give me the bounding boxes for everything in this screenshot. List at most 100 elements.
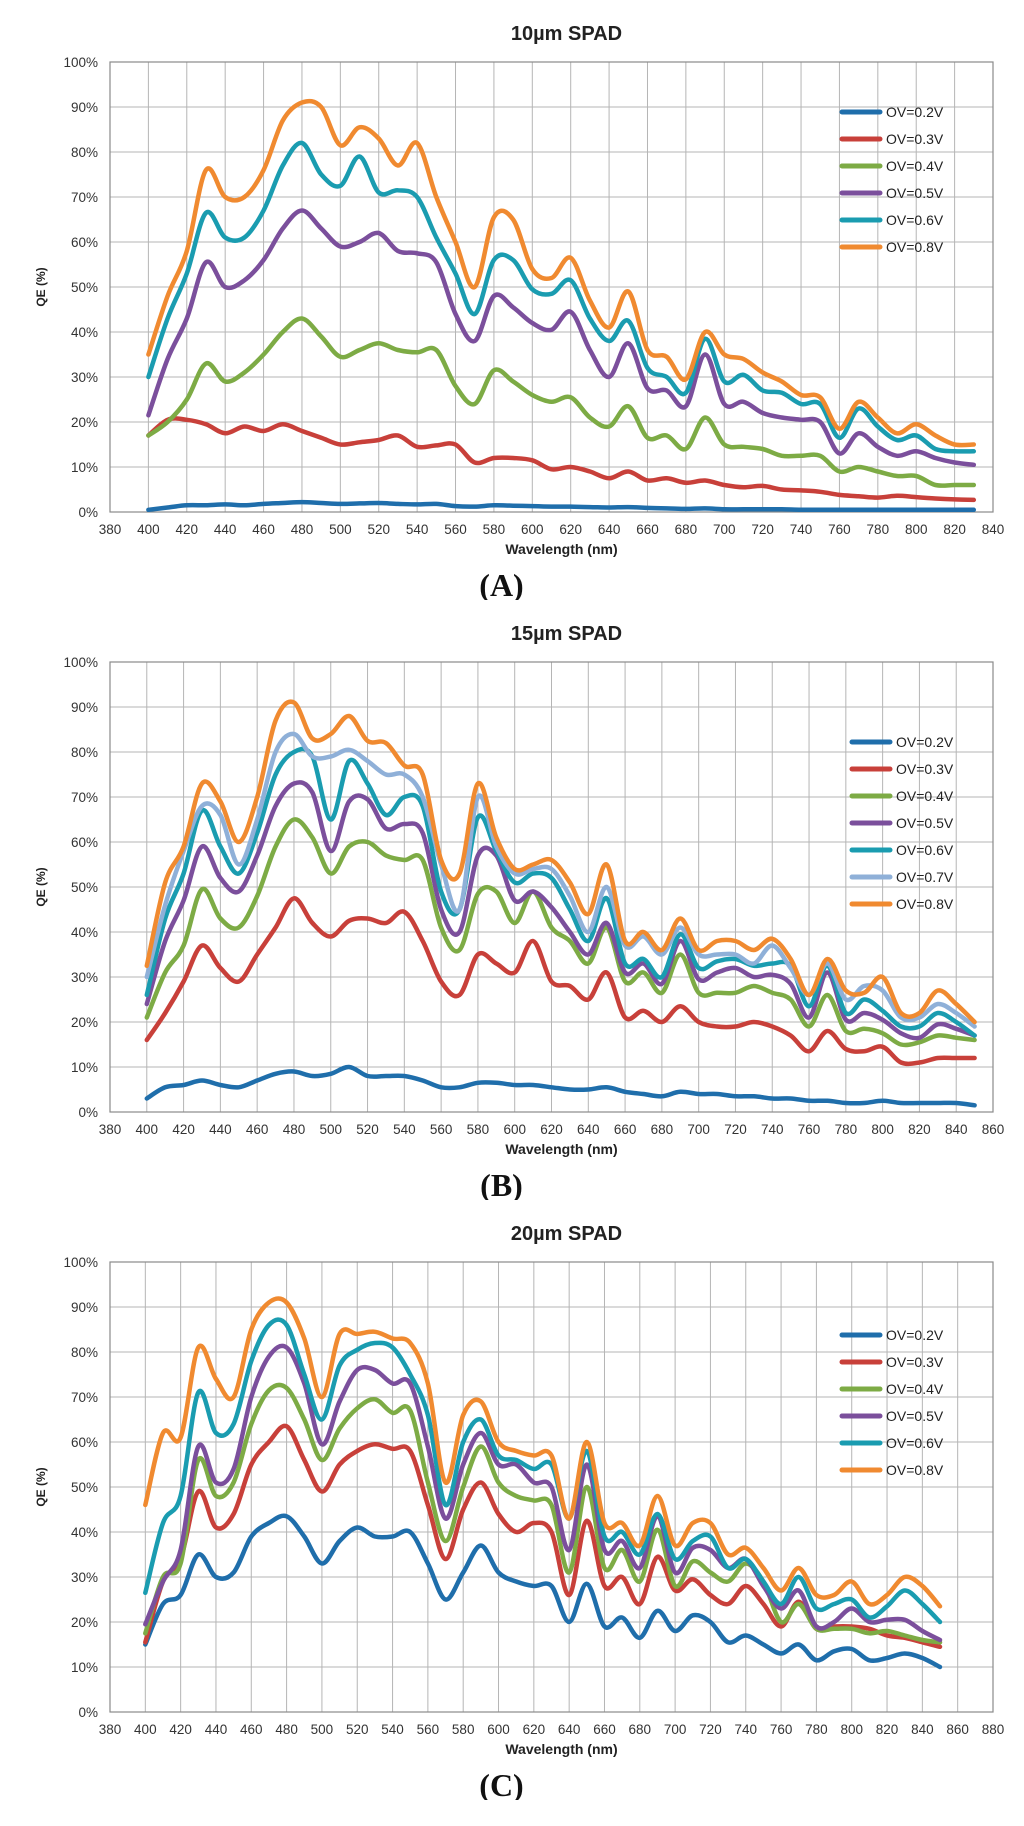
- chart-panel-1: 10µm SPAD 380 400 420 440 460 480 500 520 540 560 5…: [34, 23, 1005, 600]
- x-tick-label: 700: [687, 1122, 710, 1137]
- x-tick-label: 440: [205, 1722, 228, 1737]
- y-tick-label: 90%: [71, 700, 98, 715]
- y-tick-label: 40%: [71, 1525, 98, 1540]
- y-tick-label: 0%: [78, 1705, 98, 1720]
- x-tick-label: 820: [908, 1122, 931, 1137]
- x-tick-label: 560: [444, 522, 467, 537]
- y-tick-label: 50%: [71, 280, 98, 295]
- x-tick-label: 540: [406, 522, 429, 537]
- x-tick-label: 740: [734, 1722, 757, 1737]
- y-tick-label: 30%: [71, 370, 98, 385]
- x-axis-label: Wavelength (nm): [505, 1741, 617, 1757]
- x-tick-label: 840: [911, 1722, 934, 1737]
- series-line-06: [146, 140, 977, 454]
- plot-area: [109, 61, 994, 513]
- chart-title: 15µm SPAD: [511, 623, 622, 645]
- series-group: [144, 699, 977, 1108]
- x-tick-label: 820: [876, 1722, 899, 1737]
- x-tick-label: 420: [172, 1122, 195, 1137]
- series-line-08: [144, 699, 977, 1025]
- x-tick-label: 640: [577, 1122, 600, 1137]
- x-tick-label: 680: [629, 1722, 652, 1737]
- legend-label: OV=0.2V: [886, 1327, 944, 1343]
- y-tick-label: 100%: [63, 55, 98, 70]
- y-tick-label: 70%: [71, 790, 98, 805]
- y-tick-label: 20%: [71, 1615, 98, 1630]
- x-tick-label: 820: [943, 522, 966, 537]
- y-tick-label: 80%: [71, 1345, 98, 1360]
- legend: OV=0.2V OV=0.3V OV=0.4V OV=0.5V OV=0.6V OV=0.…: [849, 734, 954, 912]
- x-tick-label: 780: [805, 1722, 828, 1737]
- legend-label: OV=0.6V: [886, 212, 944, 228]
- chart-title: 10µm SPAD: [511, 23, 622, 45]
- x-tick-label: 840: [982, 522, 1005, 537]
- panel-label: (C): [479, 1767, 523, 1800]
- x-tick-label: 880: [982, 1722, 1005, 1737]
- x-tick-label: 620: [523, 1722, 546, 1737]
- x-tick-label: 500: [319, 1122, 342, 1137]
- legend-label: OV=0.8V: [896, 896, 954, 912]
- series-line-05: [146, 208, 977, 468]
- x-tick-label: 700: [713, 522, 736, 537]
- legend-label: OV=0.5V: [896, 815, 954, 831]
- legend-label: OV=0.6V: [886, 1435, 944, 1451]
- x-tick-label: 740: [790, 522, 813, 537]
- x-tick-label: 560: [417, 1722, 440, 1737]
- x-tick-label: 440: [214, 522, 237, 537]
- series-line-02: [146, 499, 977, 513]
- series-line-04: [144, 817, 977, 1048]
- x-tick-label: 620: [559, 522, 582, 537]
- y-tick-label: 0%: [78, 1105, 98, 1120]
- x-tick-label: 460: [240, 1722, 263, 1737]
- x-tick-label: 540: [381, 1722, 404, 1737]
- x-tick-label: 800: [840, 1722, 863, 1737]
- legend-label: OV=0.4V: [886, 158, 944, 174]
- chart-panel-2: 15µm SPAD 380 400 420 440 460 480 500 520 540 560 5…: [34, 623, 1005, 1200]
- x-tick-label: 420: [176, 522, 199, 537]
- x-tick-label: 760: [798, 1122, 821, 1137]
- x-tick-label: 480: [275, 1722, 298, 1737]
- y-tick-label: 50%: [71, 880, 98, 895]
- y-tick-label: 0%: [78, 505, 98, 520]
- legend-label: OV=0.2V: [886, 104, 944, 120]
- x-tick-label: 600: [503, 1122, 526, 1137]
- x-tick-label: 600: [521, 522, 544, 537]
- y-tick-label: 10%: [71, 1060, 98, 1075]
- x-tick-label: 460: [246, 1122, 269, 1137]
- x-tick-label: 580: [483, 522, 506, 537]
- y-tick-label: 10%: [71, 1660, 98, 1675]
- y-axis-label: QE (%): [34, 1467, 48, 1506]
- x-tick-label: 860: [982, 1122, 1005, 1137]
- x-tick-label: 460: [252, 522, 275, 537]
- y-tick-label: 10%: [71, 460, 98, 475]
- x-tick-label: 540: [393, 1122, 416, 1137]
- y-tick-label: 80%: [71, 145, 98, 160]
- y-tick-label: 30%: [71, 970, 98, 985]
- panel-label: (A): [479, 567, 523, 600]
- series-line-05: [143, 1343, 943, 1643]
- x-tick-label: 620: [540, 1122, 563, 1137]
- legend: OV=0.2V OV=0.3V OV=0.4V OV=0.5V OV=0.6V OV=0.…: [839, 104, 944, 255]
- x-tick-label: 380: [99, 522, 122, 537]
- series-line-03: [146, 416, 977, 503]
- y-tick-label: 90%: [71, 100, 98, 115]
- y-tick-label: 40%: [71, 925, 98, 940]
- series-line-04: [143, 1382, 943, 1645]
- y-tick-label: 90%: [71, 1300, 98, 1315]
- x-tick-label: 520: [346, 1722, 369, 1737]
- chart-panel-3: 20µm SPAD 380 400 420 440 460 480 500 520 540 560 5…: [34, 1223, 1005, 1800]
- x-tick-label: 400: [137, 522, 160, 537]
- chart-title: 20µm SPAD: [511, 1223, 622, 1245]
- legend-label: OV=0.3V: [886, 131, 944, 147]
- series-group: [146, 98, 977, 513]
- legend-label: OV=0.2V: [896, 734, 954, 750]
- x-tick-label: 560: [430, 1122, 453, 1137]
- x-tick-label: 860: [946, 1722, 969, 1737]
- legend-label: OV=0.5V: [886, 185, 944, 201]
- x-tick-label: 480: [283, 1122, 306, 1137]
- legend-label: OV=0.5V: [886, 1408, 944, 1424]
- plot-area: [109, 1261, 994, 1713]
- x-tick-label: 380: [99, 1122, 122, 1137]
- x-tick-label: 700: [664, 1722, 687, 1737]
- y-tick-label: 50%: [71, 1480, 98, 1495]
